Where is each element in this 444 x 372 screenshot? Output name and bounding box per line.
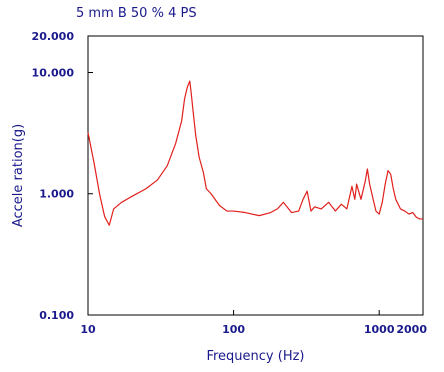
x-tick-label: 2000 bbox=[396, 323, 427, 336]
y-tick-label: 0.100 bbox=[39, 309, 74, 322]
chart-title: 5 mm B 50 % 4 PS bbox=[76, 6, 197, 21]
series-group bbox=[87, 80, 423, 226]
tick-group: 0.100 1.000 10.000 20.000 10 100 1000 2000 bbox=[32, 30, 428, 336]
x-axis-label: Frequency (Hz) bbox=[206, 349, 304, 364]
y-axis-label: Accele ration(g) bbox=[11, 124, 26, 227]
y-tick-label: 1.000 bbox=[39, 188, 74, 201]
x-tick-label: 10 bbox=[80, 323, 96, 336]
x-tick-label: 100 bbox=[222, 323, 245, 336]
plot-frame bbox=[87, 35, 424, 316]
y-tick-label: 20.000 bbox=[32, 30, 75, 43]
y-tick-label: 10.000 bbox=[32, 66, 75, 79]
series-line bbox=[87, 80, 423, 226]
x-tick-label: 1000 bbox=[364, 323, 395, 336]
